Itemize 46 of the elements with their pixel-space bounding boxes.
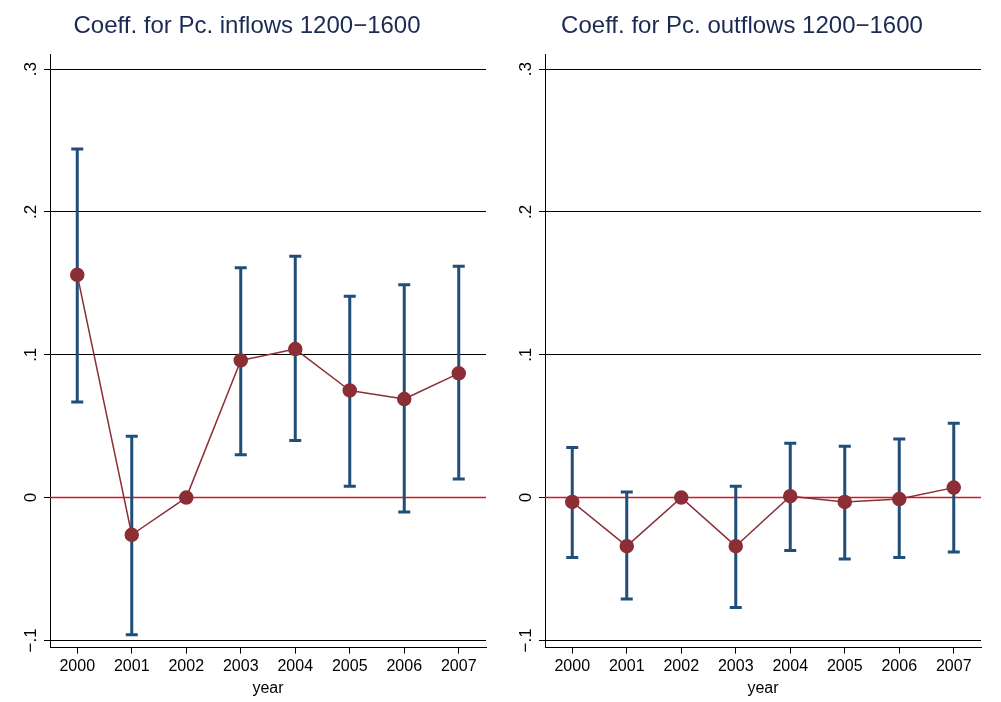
x-tick-label: 2007 [935,656,972,674]
x-axis-title: year [252,678,285,696]
point [451,366,466,381]
point [179,490,194,505]
point [124,527,139,542]
x-tick-label: 2001 [113,656,150,674]
point [565,494,580,510]
x-tick-label: 2001 [608,656,645,674]
point [783,488,798,504]
y-tick-label: .1 [516,347,536,362]
point [837,494,852,510]
chart-title: Coeff. for Pc. outflows 1200−1600 [561,11,923,39]
y-tick-label: .3 [21,61,41,77]
point [674,490,689,505]
x-tick-label: 2005 [826,656,863,674]
x-tick-label: 2005 [331,656,368,674]
point [70,267,85,283]
x-tick-label: 2003 [717,656,754,674]
y-tick-label: .2 [21,204,41,220]
x-tick-label: 2007 [440,656,477,674]
point [288,341,303,357]
y-tick-label: 0 [516,492,536,503]
y-tick-label: 0 [21,492,41,503]
x-tick-label: 2004 [772,656,809,674]
chart-title: Coeff. for Pc. inflows 1200−1600 [73,11,421,39]
point [342,383,357,398]
y-tick-label: −.1 [21,628,41,653]
y-tick-label: .1 [21,347,41,362]
point [892,491,907,507]
x-axis-title: year [747,678,780,696]
y-tick-label: .2 [516,204,536,220]
x-tick-label: 2000 [554,656,591,674]
point [233,353,248,368]
point [619,538,634,554]
point [397,391,412,407]
point [728,538,743,554]
y-tick-label: −.1 [516,628,536,653]
x-tick-label: 2000 [59,656,96,674]
x-tick-label: 2003 [222,656,259,674]
x-tick-label: 2004 [277,656,314,674]
x-tick-label: 2002 [663,656,700,674]
x-tick-label: 2006 [386,656,423,674]
y-tick-label: .3 [516,61,536,77]
x-tick-label: 2002 [168,656,205,674]
point [946,480,961,495]
x-tick-label: 2006 [881,656,918,674]
